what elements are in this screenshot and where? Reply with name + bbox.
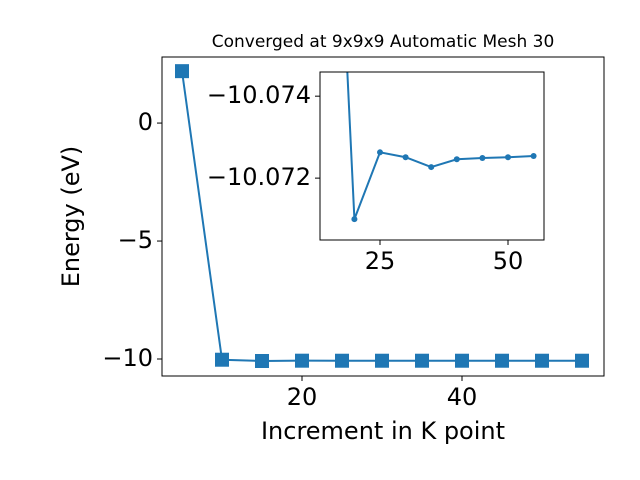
- plot-clip: [175, 64, 589, 368]
- y-tick-label: 0: [138, 108, 153, 136]
- marker: [453, 156, 460, 163]
- marker: [415, 353, 429, 368]
- marker: [402, 154, 409, 161]
- marker: [575, 353, 589, 368]
- x-tick-label: 50: [493, 247, 524, 275]
- marker: [335, 353, 349, 368]
- marker: [175, 64, 189, 79]
- marker: [479, 155, 486, 162]
- marker: [351, 216, 358, 223]
- plot-clip: [346, 72, 537, 223]
- marker: [377, 149, 384, 156]
- marker: [428, 164, 435, 171]
- x-tick-label: 25: [365, 247, 396, 275]
- x-tick-label: 20: [287, 383, 318, 411]
- marker: [215, 352, 229, 367]
- marker: [255, 353, 269, 368]
- y-tick-label: −10: [102, 344, 153, 372]
- y-tick-label: −5: [118, 226, 153, 254]
- x-tick-label: 40: [447, 383, 478, 411]
- marker: [505, 154, 512, 161]
- x-axis-label: Increment in K point: [261, 417, 505, 445]
- y-axis-label: Energy (eV): [57, 146, 85, 288]
- marker: [535, 353, 549, 368]
- marker: [375, 353, 389, 368]
- y-tick-label: −10.072: [207, 163, 311, 191]
- axes-frame: [161, 56, 605, 377]
- marker: [495, 353, 509, 368]
- axes-frame: [319, 71, 545, 241]
- y-tick-label: −10.074: [207, 81, 311, 109]
- chart-title: Converged at 9x9x9 Automatic Mesh 30: [212, 32, 555, 52]
- marker: [295, 353, 309, 368]
- marker: [530, 153, 537, 159]
- marker: [455, 353, 469, 368]
